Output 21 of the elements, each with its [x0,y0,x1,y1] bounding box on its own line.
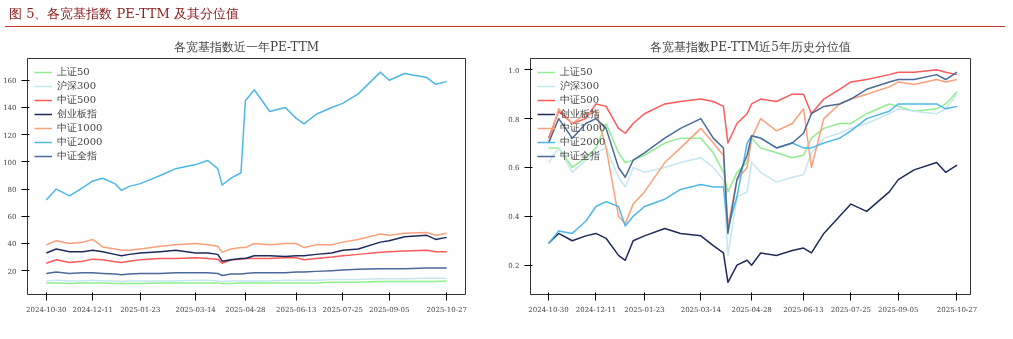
line-series [547,68,958,144]
chart-title: 各宽基指数近一年PE-TTM [173,39,320,54]
legend-label: 沪深300 [57,79,97,93]
legend-label: 中证全指 [57,149,97,163]
line-series [45,267,448,277]
legend-label: 中证500 [57,93,97,107]
legend-label: 沪深300 [560,79,600,93]
line-series [547,90,958,193]
line-series [45,249,448,264]
legend-label: 创业板指 [57,107,97,121]
chart-title: 各宽基指数PE-TTM近5年历史分位值 [650,39,851,54]
line-series [45,231,448,254]
legend-label: 中证全指 [560,149,600,163]
line-series [45,234,448,262]
legend-label: 中证2000 [560,135,606,149]
legend-label: 上证50 [560,65,593,79]
legend-label: 中证500 [560,93,600,107]
legend-label: 中证1000 [57,121,103,135]
caption: 图 5、各宽基指数 PE-TTM 及其分位值 [9,5,239,23]
legend-label: 中证2000 [57,135,103,149]
legend-label: 上证50 [57,65,90,79]
